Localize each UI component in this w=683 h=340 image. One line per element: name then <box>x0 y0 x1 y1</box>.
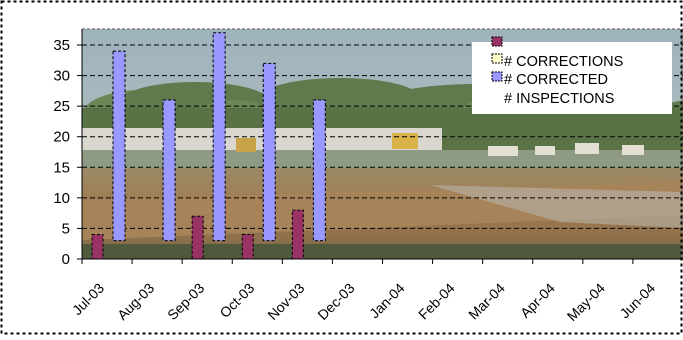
bar-corrections <box>191 215 204 260</box>
background-building <box>488 146 518 156</box>
y-tick-label: 20 <box>53 129 70 146</box>
x-tick-label: Jun-04 <box>616 280 658 322</box>
legend-box <box>472 42 672 114</box>
bar-inspections <box>212 32 226 242</box>
x-tick-label: Apr-04 <box>517 280 558 321</box>
background-bulldozer <box>392 133 418 149</box>
bar-inspections <box>312 99 326 242</box>
x-tick-label: Sep-03 <box>164 280 207 323</box>
y-tick-label: 30 <box>53 68 70 85</box>
bar-corrections <box>91 234 104 260</box>
legend-label-inspections: # INSPECTIONS <box>504 91 614 107</box>
legend-swatch-inspections <box>491 71 503 82</box>
x-tick-label: Aug-03 <box>114 280 157 323</box>
legend-swatch-corrected <box>491 53 503 64</box>
background-bulldozer <box>236 138 256 152</box>
bar-inspections <box>162 99 176 242</box>
background-building <box>622 145 644 155</box>
background-building <box>535 146 555 155</box>
y-tick-label: 35 <box>53 37 70 54</box>
x-tick-label: Nov-03 <box>264 280 307 323</box>
bar-corrections <box>291 209 304 260</box>
y-tick-label: 0 <box>62 251 70 268</box>
background-foreground <box>82 244 683 259</box>
x-tick-label: Dec-03 <box>314 280 357 323</box>
x-tick-label: Mar-04 <box>465 280 508 323</box>
bar-corrections <box>241 234 254 260</box>
y-tick-label: 25 <box>53 98 70 115</box>
legend: # CORRECTIONS # CORRECTED # INSPECTIONS <box>472 36 672 114</box>
legend-label-corrected: # CORRECTED <box>504 72 608 88</box>
background-midground <box>82 150 683 172</box>
x-tick-label: Feb-04 <box>415 280 458 323</box>
x-tick-label: Oct-03 <box>216 280 257 321</box>
legend-label-corrections: # CORRECTIONS <box>504 54 623 70</box>
y-tick-label: 15 <box>53 159 70 176</box>
background-building <box>575 143 599 154</box>
x-tick-label: May-04 <box>564 280 608 324</box>
y-tick-label: 10 <box>53 190 70 207</box>
x-tick-label: Jul-03 <box>69 280 107 318</box>
legend-swatch-corrections <box>491 36 503 47</box>
bars <box>91 32 326 260</box>
bar-inspections <box>262 62 276 242</box>
bar-inspections <box>112 50 126 242</box>
x-tick-label: Jan-04 <box>366 280 408 322</box>
background-gravel <box>430 185 683 228</box>
y-tick-label: 5 <box>62 220 70 237</box>
